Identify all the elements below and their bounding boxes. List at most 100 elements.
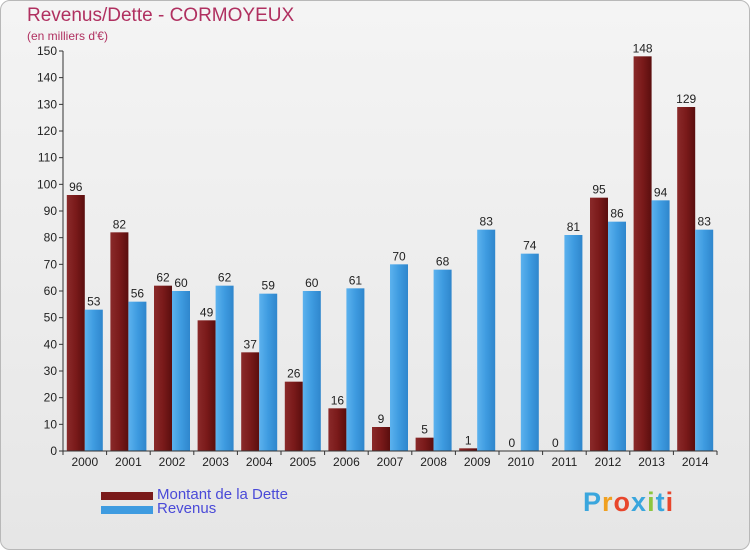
- data-label-revenus: 70: [392, 249, 406, 263]
- bar-revenus: [390, 264, 408, 451]
- y-tick-label: 40: [44, 337, 58, 351]
- data-label-dette: 9: [378, 412, 385, 426]
- data-label-revenus: 68: [436, 255, 450, 269]
- bar-dette: [633, 56, 652, 451]
- data-label-dette: 62: [156, 271, 170, 285]
- y-tick-label: 80: [44, 231, 58, 245]
- bar-dette: [154, 285, 172, 451]
- y-tick-label: 30: [44, 364, 58, 378]
- y-tick-label: 90: [44, 204, 58, 218]
- data-label-dette: 0: [552, 436, 559, 450]
- legend-label-revenus: Revenus: [157, 500, 217, 517]
- data-label-revenus: 83: [480, 215, 494, 229]
- bars: 96 53 82 56 62 60 49 62 37 59 26 60 16 61 9 70 5 68 1 83 0 74…: [66, 41, 714, 451]
- bar-revenus: [346, 288, 365, 451]
- data-label-revenus: 56: [131, 287, 145, 301]
- x-axis: 2000 2001 2002 2003 2004 2005 2006 2007 2008 2009…: [62, 450, 718, 469]
- bar-revenus: [695, 229, 714, 451]
- x-tick-label: 2010: [507, 455, 534, 469]
- data-label-dette: 1: [465, 433, 472, 447]
- y-tick-label: 150: [37, 44, 57, 58]
- y-tick-label: 130: [37, 97, 57, 111]
- y-tick-label: 10: [44, 417, 58, 431]
- x-tick-label: 2006: [333, 455, 360, 469]
- x-tick-label: 2005: [289, 455, 316, 469]
- data-label-dette: 26: [287, 367, 301, 381]
- bar-dette: [590, 197, 608, 451]
- data-label-revenus: 60: [174, 276, 188, 290]
- x-tick-label: 2009: [464, 455, 491, 469]
- x-tick-label: 2002: [159, 455, 186, 469]
- bar-dette: [241, 352, 260, 451]
- logo-letter: i: [665, 487, 675, 517]
- data-label-dette: 49: [200, 305, 214, 319]
- legend-swatch-revenus: [101, 506, 153, 514]
- x-tick-label: 2007: [377, 455, 404, 469]
- y-tick-label: 110: [38, 151, 57, 165]
- chart-subtitle: (en milliers d'€): [27, 29, 108, 43]
- bar-revenus: [302, 291, 321, 451]
- x-tick-label: 2008: [420, 455, 447, 469]
- bar-revenus: [564, 235, 583, 451]
- data-label-revenus: 60: [305, 276, 319, 290]
- x-tick-label: 2013: [638, 455, 665, 469]
- data-label-dette: 16: [331, 393, 345, 407]
- data-label-dette: 148: [633, 41, 653, 55]
- data-label-dette: 5: [421, 423, 428, 437]
- proxiti-logo: Proxiti: [583, 487, 674, 518]
- bar-revenus: [651, 200, 670, 451]
- y-tick-label: 50: [44, 311, 58, 325]
- data-label-dette: 37: [244, 337, 258, 351]
- y-tick-label: 60: [44, 284, 58, 298]
- bar-revenus: [477, 229, 496, 451]
- bar-dette: [66, 195, 85, 451]
- x-tick-label: 2012: [595, 455, 622, 469]
- logo-letter: x: [631, 487, 648, 517]
- data-label-revenus: 59: [262, 279, 276, 293]
- y-tick-label: 20: [44, 391, 58, 405]
- bar-revenus: [520, 253, 539, 451]
- data-label-revenus: 94: [654, 185, 668, 199]
- data-label-dette: 0: [508, 436, 515, 450]
- x-tick-label: 2001: [115, 455, 142, 469]
- data-label-dette: 96: [69, 180, 83, 194]
- chart-title: Revenus/Dette - CORMOYEUX: [27, 5, 295, 26]
- bar-revenus: [433, 269, 452, 451]
- bar-revenus: [172, 291, 190, 451]
- legend-label-dette: Montant de la Dette: [157, 486, 288, 503]
- bar-revenus: [608, 221, 626, 451]
- bar-revenus: [128, 301, 147, 451]
- x-tick-label: 2014: [682, 455, 709, 469]
- logo-letter: r: [602, 487, 614, 517]
- x-tick-label: 2003: [202, 455, 229, 469]
- y-tick-label: 140: [37, 71, 57, 85]
- data-label-revenus: 81: [567, 220, 581, 234]
- y-tick-label: 0: [50, 444, 57, 458]
- y-axis: 0 10 20 30 40 50 60 70 80 90 100 110 120 130 140 150: [37, 44, 64, 458]
- data-label-dette: 129: [676, 92, 696, 106]
- legend-swatch-dette: [101, 492, 153, 500]
- bar-dette: [372, 427, 390, 451]
- data-label-revenus: 61: [349, 273, 363, 287]
- y-tick-label: 100: [37, 177, 57, 191]
- data-label-revenus: 86: [610, 207, 624, 221]
- bar-dette: [677, 107, 696, 451]
- data-label-dette: 82: [113, 217, 127, 231]
- logo-letter: o: [613, 487, 632, 517]
- bar-dette: [328, 408, 347, 451]
- data-label-revenus: 53: [87, 295, 101, 309]
- data-label-revenus: 62: [218, 271, 232, 285]
- data-label-dette: 95: [592, 183, 606, 197]
- bar-dette: [284, 381, 303, 451]
- bar-dette: [415, 437, 434, 451]
- x-tick-label: 2011: [551, 455, 577, 469]
- data-label-revenus: 74: [523, 239, 537, 253]
- logo-letter: P: [583, 487, 603, 517]
- bar-dette: [197, 320, 216, 451]
- y-tick-label: 120: [37, 124, 57, 138]
- bar-revenus: [259, 293, 278, 451]
- data-label-revenus: 83: [698, 215, 712, 229]
- bar-dette: [110, 232, 129, 451]
